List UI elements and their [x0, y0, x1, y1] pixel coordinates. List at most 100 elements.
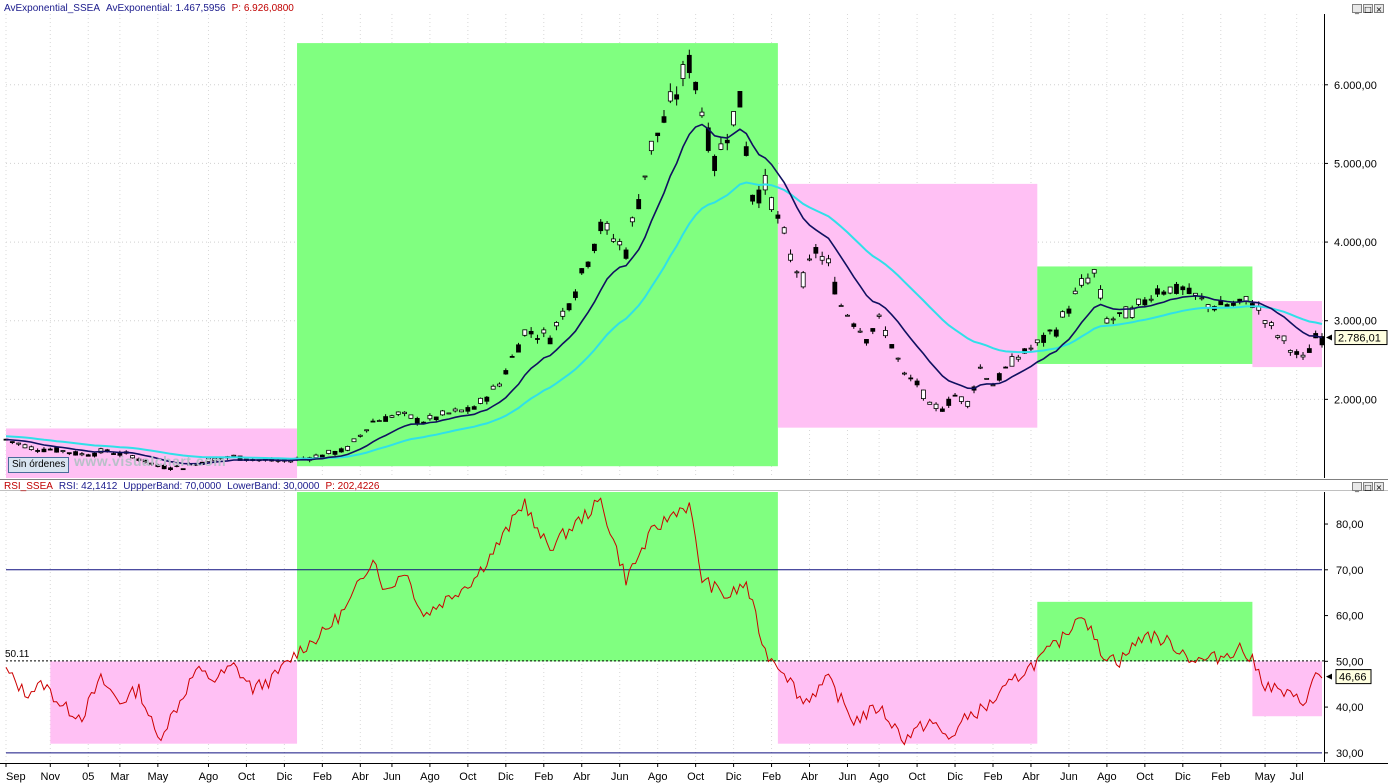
candle-body [1281, 335, 1287, 342]
candle [1294, 349, 1300, 359]
candle [743, 141, 749, 157]
candle [857, 327, 863, 333]
candle [895, 357, 901, 362]
candle-body [554, 322, 559, 327]
candle-body [60, 450, 66, 452]
candle [604, 221, 610, 235]
candle-body [547, 337, 553, 345]
candle-body [1066, 308, 1072, 314]
candle [845, 314, 850, 317]
candle [585, 261, 591, 269]
candle [712, 154, 718, 177]
maximize-button[interactable]: □ [1363, 4, 1373, 14]
orders-status-button[interactable]: Sin órdenes [8, 457, 70, 473]
candle-body [598, 221, 604, 232]
candle-body [933, 403, 939, 409]
candle-body [433, 416, 439, 421]
candle-body [1022, 348, 1028, 354]
candle [180, 468, 186, 471]
candle-body [832, 281, 838, 295]
candle [130, 454, 135, 459]
rsi-minimize-button[interactable]: _ [1352, 482, 1362, 492]
candle-body [908, 377, 914, 380]
candle-body [686, 54, 692, 74]
rsi-maximize-button[interactable]: □ [1363, 482, 1373, 492]
candle [573, 289, 578, 301]
candle [9, 441, 15, 445]
candle-body [573, 291, 578, 298]
candle [794, 270, 800, 278]
close-button[interactable]: × [1374, 4, 1384, 14]
rsi-last-value-box [1335, 669, 1372, 685]
candle [459, 409, 464, 413]
candle [465, 405, 471, 414]
candle-body [680, 64, 686, 79]
candle-body [1047, 329, 1053, 332]
candle [60, 450, 66, 454]
candle [718, 136, 724, 151]
rsi-panel-header: RSI_SSEA RSI: 42,1412 UppperBand: 70,0000 L… [4, 481, 385, 492]
candle [22, 443, 28, 449]
candle [35, 448, 41, 454]
candle [807, 254, 812, 262]
candle [452, 407, 458, 413]
price-value: P: 6.926,0800 [231, 3, 294, 14]
candle [1136, 298, 1141, 306]
candle [1098, 285, 1103, 301]
candle [1117, 312, 1122, 317]
candle-body [712, 155, 718, 171]
candle-body [977, 366, 983, 369]
candle-body [136, 458, 142, 461]
candle [1287, 349, 1293, 356]
candle-body [1193, 292, 1198, 296]
candle [693, 81, 699, 95]
candle-body [395, 411, 401, 415]
candle-body [490, 385, 496, 390]
candle-body [1306, 348, 1312, 353]
candle [1066, 305, 1072, 317]
candle [724, 133, 730, 151]
candle-body [161, 464, 167, 470]
x-tick-label: Ago [869, 771, 889, 783]
candle-body [1300, 354, 1306, 358]
candle [1142, 297, 1148, 308]
rsi-close-button[interactable]: × [1374, 482, 1384, 492]
candle [579, 268, 585, 275]
candle [636, 194, 642, 210]
candle [1085, 273, 1091, 285]
candle-body [231, 454, 237, 457]
candle-body [965, 401, 971, 407]
x-tick-label: Ago [420, 771, 440, 783]
x-tick-label: Abr [801, 771, 818, 783]
candle-body [1003, 366, 1009, 369]
candle-body [813, 247, 819, 254]
x-tick-label: Dic [947, 771, 963, 783]
price-tick-label: 5.000,00 [1334, 158, 1377, 170]
x-tick-label: Feb [313, 771, 332, 783]
candle-body [1015, 356, 1021, 360]
candle [1034, 339, 1040, 346]
candle-body [1136, 298, 1141, 305]
candle-body [149, 462, 154, 465]
candle-body [1104, 318, 1110, 324]
candle [370, 418, 376, 423]
candle-body [743, 146, 749, 156]
candle [446, 412, 452, 415]
candle [876, 313, 882, 319]
price-zone-bear [777, 183, 1038, 428]
rsi-value: RSI: 42,1412 [58, 481, 118, 492]
minimize-button[interactable]: _ [1352, 4, 1362, 14]
candle-body [370, 420, 376, 423]
candle [667, 83, 673, 104]
rsi-tick-label: 30,00 [1336, 748, 1364, 760]
candle-body [332, 450, 338, 455]
candle [788, 249, 793, 263]
candle-body [1294, 351, 1300, 355]
candle-body [1231, 303, 1236, 306]
candle-body [212, 457, 218, 462]
candle-body [41, 448, 47, 453]
rsi-zone-bear [50, 661, 298, 744]
candle [560, 307, 566, 320]
x-tick-label: Jun [839, 771, 857, 783]
